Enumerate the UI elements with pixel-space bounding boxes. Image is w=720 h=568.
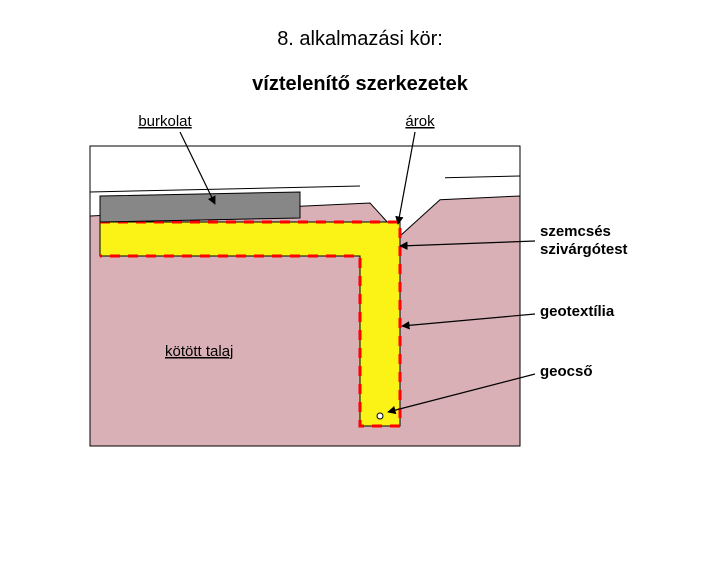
label-geocso: geocső <box>540 363 593 380</box>
pavement <box>100 192 300 222</box>
geopipe <box>377 413 383 419</box>
label-arok: árok <box>405 113 435 130</box>
arrow-burkolat <box>180 132 215 204</box>
surface-line <box>90 186 360 192</box>
label-geotext: geotextília <box>540 303 615 320</box>
label-burkolat: burkolat <box>138 113 192 130</box>
page-title: 8. alkalmazási kör: <box>0 28 720 51</box>
guide-line <box>445 176 520 178</box>
drainage-diagram: burkolat árok szemcsésszivárgótest geotextí… <box>0 96 720 496</box>
label-kotott: kötött talaj <box>165 343 233 360</box>
label-szemcses: szemcsés <box>540 223 611 240</box>
label-szivargo: szivárgótest <box>540 241 628 258</box>
page-subtitle: víztelenítő szerkezetek <box>0 73 720 96</box>
